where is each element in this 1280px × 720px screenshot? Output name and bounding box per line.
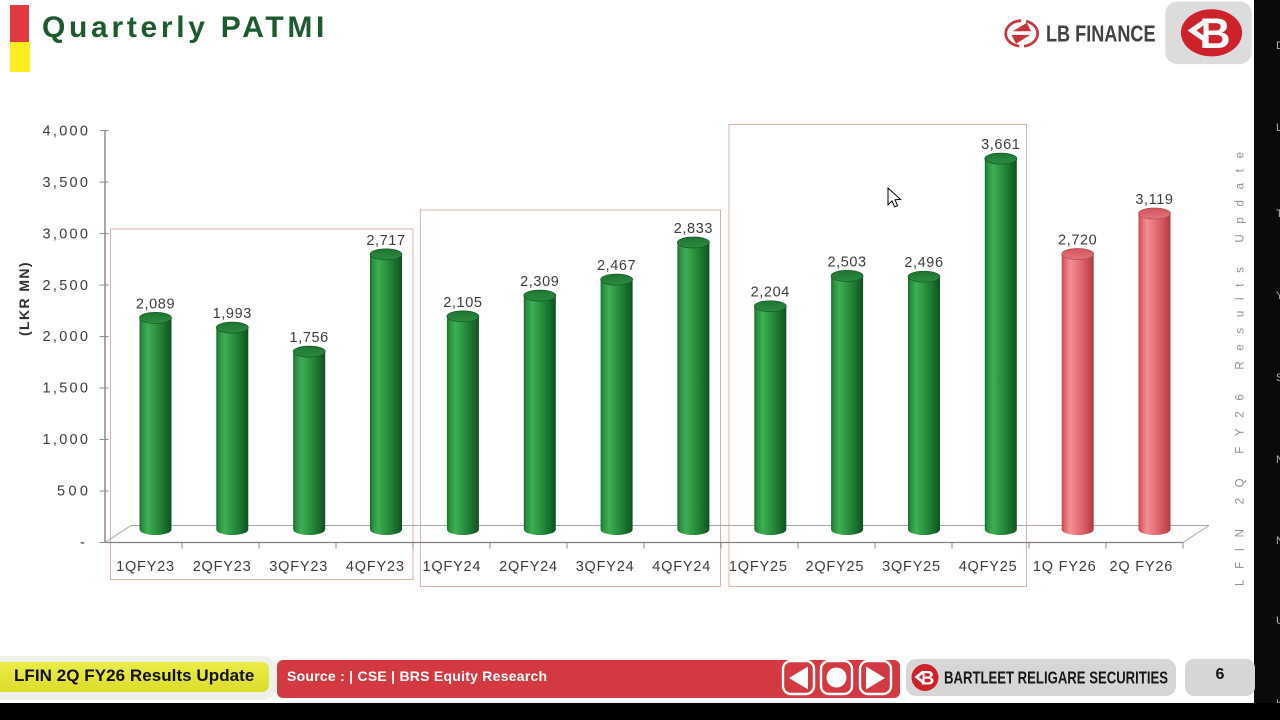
svg-text:1,500: 1,500 bbox=[43, 381, 89, 397]
svg-text:2,309: 2,309 bbox=[520, 274, 559, 290]
svg-text:1,756: 1,756 bbox=[290, 330, 329, 346]
svg-text:B: B bbox=[921, 669, 935, 690]
svg-text:2,089: 2,089 bbox=[136, 296, 175, 312]
svg-text:2QFY23: 2QFY23 bbox=[193, 559, 252, 575]
svg-text:3,000: 3,000 bbox=[43, 226, 89, 242]
svg-text:(LKR MN): (LKR MN) bbox=[16, 261, 32, 336]
svg-text:1,993: 1,993 bbox=[213, 306, 252, 322]
svg-text:S: S bbox=[1276, 372, 1280, 384]
svg-text:2,204: 2,204 bbox=[751, 285, 790, 301]
svg-text:-: - bbox=[80, 535, 85, 551]
svg-text:2,503: 2,503 bbox=[827, 254, 866, 270]
svg-text:3,500: 3,500 bbox=[43, 175, 89, 191]
svg-text:2,467: 2,467 bbox=[597, 258, 636, 274]
svg-text:2,496: 2,496 bbox=[904, 255, 943, 271]
svg-text:2QFY25: 2QFY25 bbox=[805, 559, 864, 575]
svg-text:2QFY24: 2QFY24 bbox=[499, 559, 558, 575]
svg-text:4,000: 4,000 bbox=[43, 123, 89, 139]
svg-text:500: 500 bbox=[57, 484, 88, 500]
svg-text:1,000: 1,000 bbox=[43, 432, 89, 448]
svg-text:N: N bbox=[1276, 535, 1280, 547]
svg-text:2,717: 2,717 bbox=[366, 233, 405, 249]
svg-text:2,000: 2,000 bbox=[43, 329, 89, 345]
svg-text:LB FINANCE: LB FINANCE bbox=[1046, 21, 1156, 47]
svg-text:LFIN 2Q FY26 Results Update: LFIN 2Q FY26 Results Update bbox=[1235, 152, 1247, 586]
svg-text:2,105: 2,105 bbox=[443, 295, 482, 311]
svg-text:3,119: 3,119 bbox=[1135, 192, 1173, 208]
svg-text:N: N bbox=[1276, 454, 1280, 466]
svg-text:D: D bbox=[1276, 40, 1280, 52]
svg-text:4QFY25: 4QFY25 bbox=[959, 559, 1018, 575]
svg-text:1QFY25: 1QFY25 bbox=[729, 559, 788, 575]
svg-text:1QFY24: 1QFY24 bbox=[422, 559, 481, 575]
svg-text:L: L bbox=[1276, 122, 1280, 134]
svg-text:1QFY23: 1QFY23 bbox=[116, 559, 175, 575]
svg-text:2,720: 2,720 bbox=[1058, 233, 1097, 249]
svg-text:3,661: 3,661 bbox=[981, 137, 1020, 153]
svg-text:3QFY25: 3QFY25 bbox=[882, 559, 941, 575]
svg-text:U: U bbox=[1276, 615, 1280, 627]
svg-text:BARTLEET RELIGARE SECURITIES: BARTLEET RELIGARE SECURITIES bbox=[944, 668, 1168, 687]
svg-text:2,500: 2,500 bbox=[43, 278, 89, 294]
svg-text:1Q FY26: 1Q FY26 bbox=[1033, 559, 1097, 575]
svg-text:2,833: 2,833 bbox=[674, 221, 713, 237]
svg-text:B: B bbox=[1199, 10, 1230, 58]
svg-text:3QFY24: 3QFY24 bbox=[576, 559, 635, 575]
svg-text:2Q FY26: 2Q FY26 bbox=[1109, 559, 1173, 575]
svg-text:3QFY23: 3QFY23 bbox=[269, 559, 328, 575]
svg-text:4QFY23: 4QFY23 bbox=[346, 559, 405, 575]
svg-text:Y: Y bbox=[1276, 290, 1280, 302]
svg-text:4QFY24: 4QFY24 bbox=[652, 559, 711, 575]
svg-text:T: T bbox=[1276, 208, 1280, 220]
